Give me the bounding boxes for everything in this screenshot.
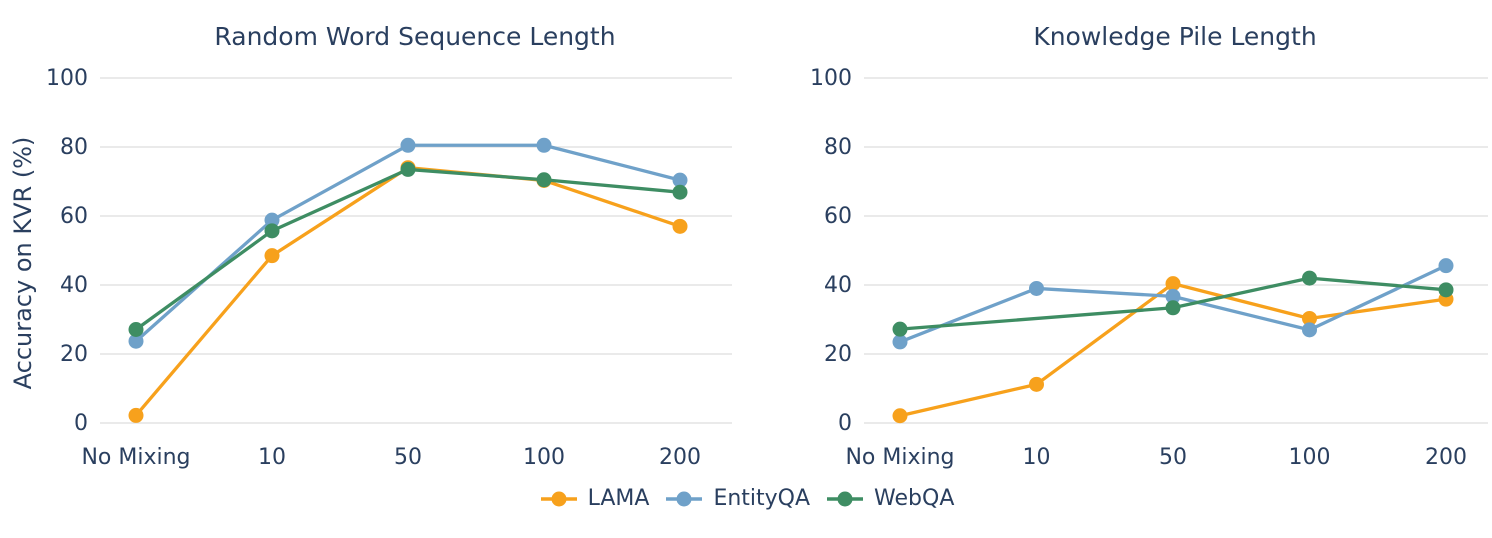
- legend-label-lama: LAMA: [587, 486, 650, 511]
- y-tick-label: 20: [60, 342, 88, 367]
- x-tick-label: No Mixing: [81, 445, 190, 470]
- data-point-LAMA: [264, 248, 280, 264]
- data-point-WebQA: [264, 223, 280, 239]
- series-line-WebQA: [898, 276, 1448, 331]
- chart-1: 0 20 40 60 80 100 No Mixing 10 50 100 200: [810, 66, 1488, 470]
- data-point-EntityQA: [264, 212, 280, 228]
- data-point-EntityQA: [1438, 258, 1454, 274]
- right-chart-title: Knowledge Pile Length: [1033, 22, 1317, 51]
- data-point-WebQA: [1165, 300, 1181, 316]
- data-point-EntityQA: [1165, 288, 1181, 304]
- data-point-EntityQA: [128, 333, 144, 349]
- x-tick-label: 10: [1023, 445, 1051, 470]
- x-tick-label: 50: [1159, 445, 1187, 470]
- data-point-EntityQA: [892, 334, 908, 350]
- y-tick-label: 40: [60, 273, 88, 298]
- webqa-marker-icon: [827, 491, 864, 506]
- y-tick-label: 0: [838, 411, 852, 436]
- y-tick-label: 100: [46, 66, 88, 91]
- y-tick-label: 100: [810, 66, 852, 91]
- data-point-LAMA: [1302, 310, 1317, 326]
- data-point-EntityQA: [536, 137, 552, 153]
- y-tick-label: 0: [74, 411, 88, 436]
- legend-label-webqa: WebQA: [874, 486, 955, 511]
- data-point-EntityQA: [672, 172, 688, 188]
- y-tick-label: 20: [824, 342, 852, 367]
- x-tick-label: 200: [659, 445, 701, 470]
- y-tick-label: 80: [824, 135, 852, 160]
- y-tick-label: 60: [60, 204, 88, 229]
- data-point-WebQA: [892, 321, 908, 337]
- x-tick-label: 50: [394, 445, 422, 470]
- data-point-WebQA: [672, 184, 688, 200]
- data-point-EntityQA: [1029, 280, 1044, 296]
- left-chart-title: Random Word Sequence Length: [214, 22, 616, 51]
- chart-0: 0 20 40 60 80 100 No Mixing 10 50 100 200: [46, 66, 732, 470]
- legend: LAMA EntityQA WebQA: [0, 486, 1492, 511]
- x-tick-label: 100: [1289, 445, 1331, 470]
- data-point-WebQA: [128, 322, 144, 338]
- x-tick-label: 100: [523, 445, 565, 470]
- data-point-WebQA: [400, 161, 416, 177]
- data-point-WebQA: [536, 172, 552, 188]
- data-point-LAMA: [1029, 376, 1044, 392]
- legend-item-webqa[interactable]: WebQA: [824, 486, 954, 511]
- x-tick-label: No Mixing: [845, 445, 954, 470]
- y-tick-label: 40: [824, 273, 852, 298]
- series-line-WebQA: [134, 167, 682, 332]
- data-point-LAMA: [892, 408, 908, 424]
- data-point-LAMA: [672, 218, 688, 234]
- data-point-LAMA: [128, 407, 144, 423]
- y-tick-label: 60: [824, 204, 852, 229]
- lama-marker-icon: [540, 491, 577, 506]
- legend-label-entityqa: EntityQA: [713, 486, 811, 511]
- x-tick-label: 200: [1425, 445, 1467, 470]
- data-point-WebQA: [1302, 270, 1317, 286]
- entityqa-marker-icon: [666, 491, 703, 506]
- data-point-WebQA: [1438, 282, 1454, 298]
- data-point-LAMA: [1165, 276, 1181, 292]
- legend-item-lama[interactable]: LAMA: [538, 486, 650, 511]
- y-tick-label: 80: [60, 135, 88, 160]
- data-point-EntityQA: [400, 137, 416, 153]
- x-tick-label: 10: [258, 445, 286, 470]
- data-point-EntityQA: [1302, 322, 1317, 338]
- series-line-LAMA: [134, 166, 682, 418]
- legend-item-entityqa[interactable]: EntityQA: [663, 486, 810, 511]
